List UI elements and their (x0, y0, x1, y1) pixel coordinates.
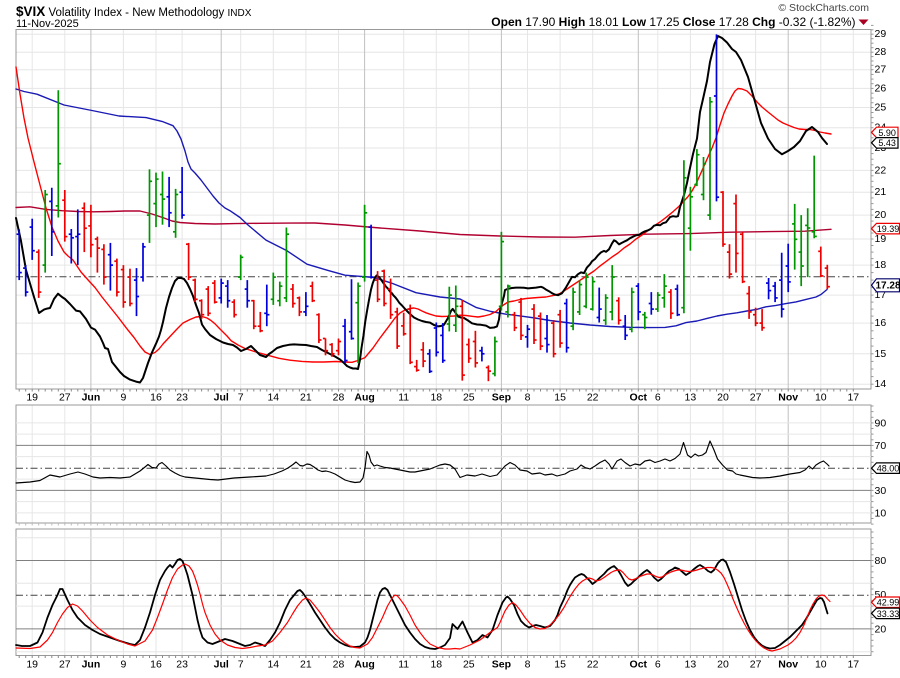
svg-text:28: 28 (333, 659, 345, 671)
svg-text:5.90: 5.90 (878, 128, 896, 138)
svg-text:18: 18 (430, 659, 442, 671)
svg-text:10: 10 (875, 507, 887, 519)
svg-text:Nov: Nov (778, 392, 798, 404)
svg-text:9: 9 (120, 659, 126, 671)
svg-text:10: 10 (815, 659, 827, 671)
svg-text:11: 11 (398, 659, 409, 671)
svg-text:16: 16 (150, 392, 162, 404)
svg-text:21: 21 (875, 186, 887, 198)
svg-text:7: 7 (238, 392, 244, 404)
svg-text:16: 16 (150, 659, 162, 671)
svg-text:19: 19 (26, 392, 38, 404)
svg-text:21: 21 (300, 392, 312, 404)
svg-text:18: 18 (430, 392, 442, 404)
svg-text:10: 10 (815, 392, 827, 404)
svg-text:9: 9 (120, 392, 126, 404)
svg-text:19: 19 (26, 659, 38, 671)
svg-text:15: 15 (875, 348, 887, 360)
svg-text:30: 30 (875, 485, 887, 497)
svg-text:29: 29 (875, 28, 887, 40)
svg-text:42.99: 42.99 (877, 598, 900, 608)
svg-text:22: 22 (587, 392, 599, 404)
svg-text:15: 15 (554, 392, 566, 404)
svg-text:28: 28 (875, 46, 887, 58)
svg-text:20: 20 (875, 623, 887, 635)
svg-text:Jul: Jul (214, 659, 229, 671)
svg-text:14: 14 (267, 659, 279, 671)
svg-text:Sep: Sep (492, 392, 511, 404)
svg-text:33.33: 33.33 (877, 609, 900, 619)
svg-text:20: 20 (717, 659, 729, 671)
svg-text:Jun: Jun (82, 392, 101, 404)
svg-text:18: 18 (875, 259, 887, 271)
svg-text:14: 14 (267, 392, 279, 404)
svg-text:Oct: Oct (630, 392, 648, 404)
svg-text:13: 13 (685, 659, 697, 671)
svg-text:27: 27 (59, 659, 71, 671)
svg-text:Nov: Nov (778, 659, 798, 671)
svg-text:50: 50 (875, 589, 887, 601)
svg-text:25: 25 (463, 392, 475, 404)
svg-text:22: 22 (875, 164, 887, 176)
svg-text:25: 25 (875, 102, 887, 114)
svg-text:23: 23 (176, 659, 188, 671)
svg-text:17.28: 17.28 (875, 281, 900, 292)
svg-text:$VIX Volatility Index - New Me: $VIX Volatility Index - New Methodology … (16, 4, 252, 19)
svg-text:17: 17 (847, 392, 859, 404)
svg-text:22: 22 (587, 659, 599, 671)
svg-text:17: 17 (875, 289, 887, 301)
svg-text:Oct: Oct (630, 659, 648, 671)
svg-text:90: 90 (875, 417, 887, 429)
svg-text:Open 17.90 High 18.01 Low 17: Open 17.90 High 18.01 Low 17.25 Close 17… (491, 15, 855, 29)
svg-text:27: 27 (59, 392, 71, 404)
svg-text:15: 15 (554, 659, 566, 671)
svg-text:Aug: Aug (354, 392, 374, 404)
svg-text:Sep: Sep (492, 659, 511, 671)
svg-text:27: 27 (750, 392, 762, 404)
svg-text:27: 27 (875, 64, 887, 76)
svg-text:13: 13 (685, 392, 697, 404)
svg-text:Jul: Jul (214, 392, 229, 404)
svg-text:17: 17 (847, 659, 859, 671)
svg-text:19: 19 (875, 233, 887, 245)
svg-text:28: 28 (333, 392, 345, 404)
svg-text:8: 8 (525, 659, 531, 671)
svg-text:16: 16 (875, 317, 887, 329)
svg-text:27: 27 (750, 659, 762, 671)
svg-text:5.43: 5.43 (878, 138, 896, 148)
svg-text:19.39: 19.39 (877, 224, 900, 234)
svg-text:14: 14 (875, 378, 887, 390)
svg-text:20: 20 (875, 209, 887, 221)
svg-text:48.00: 48.00 (877, 464, 900, 474)
svg-text:70: 70 (875, 440, 887, 452)
svg-text:11: 11 (398, 392, 409, 404)
svg-text:26: 26 (875, 82, 887, 94)
svg-text:11-Nov-2025: 11-Nov-2025 (16, 18, 79, 30)
svg-text:Aug: Aug (354, 659, 374, 671)
svg-text:8: 8 (525, 392, 531, 404)
svg-text:80: 80 (875, 555, 887, 567)
svg-text:20: 20 (717, 392, 729, 404)
svg-text:6: 6 (655, 659, 661, 671)
svg-text:6: 6 (655, 392, 661, 404)
svg-text:21: 21 (300, 659, 312, 671)
svg-text:Jun: Jun (82, 659, 101, 671)
svg-text:© StockCharts.com: © StockCharts.com (778, 2, 869, 14)
svg-text:25: 25 (463, 659, 475, 671)
svg-text:7: 7 (238, 659, 244, 671)
svg-text:23: 23 (176, 392, 188, 404)
